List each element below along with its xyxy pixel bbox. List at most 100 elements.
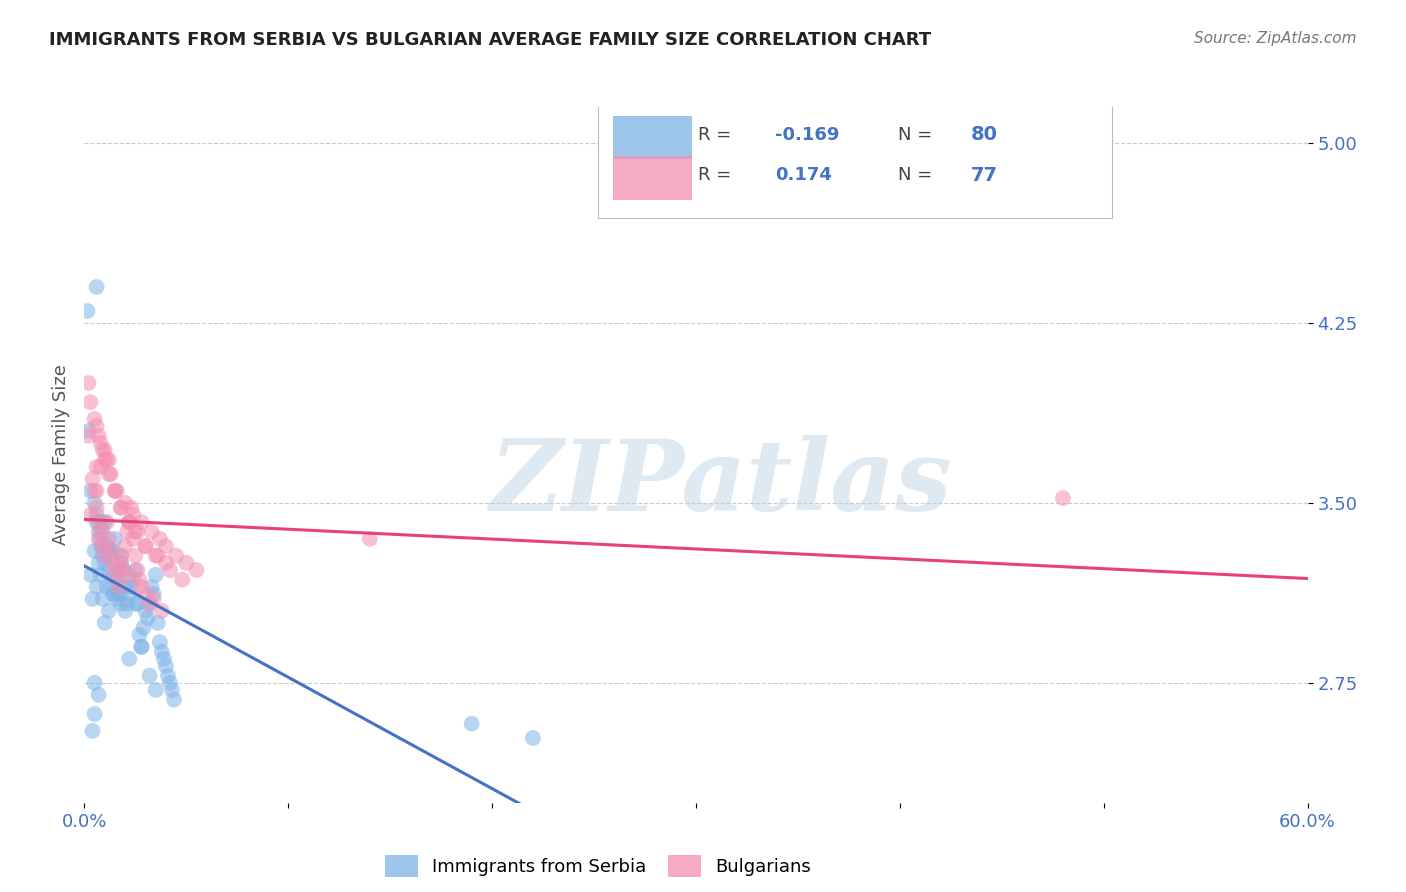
- Point: [172, 573, 194, 587]
- Point: [149, 635, 172, 649]
- Point: [138, 597, 160, 611]
- Point: [97, 532, 120, 546]
- Point: [136, 611, 159, 625]
- Point: [108, 587, 131, 601]
- Point: [120, 500, 142, 515]
- Point: [132, 621, 155, 635]
- Point: [359, 532, 381, 546]
- FancyBboxPatch shape: [598, 103, 1112, 219]
- Point: [83, 706, 105, 721]
- Point: [114, 539, 136, 553]
- Point: [91, 524, 114, 539]
- Text: N =: N =: [898, 166, 938, 185]
- Point: [82, 591, 104, 606]
- Point: [101, 556, 124, 570]
- Point: [96, 580, 118, 594]
- Point: [105, 573, 128, 587]
- Point: [105, 591, 128, 606]
- Y-axis label: Average Family Size: Average Family Size: [52, 365, 70, 545]
- Point: [100, 580, 122, 594]
- Point: [118, 515, 141, 529]
- Point: [77, 424, 100, 438]
- Point: [86, 280, 108, 294]
- Point: [141, 524, 163, 539]
- Point: [100, 467, 122, 482]
- Point: [128, 628, 150, 642]
- Point: [118, 515, 141, 529]
- Point: [77, 376, 100, 390]
- Point: [104, 532, 127, 546]
- Point: [93, 556, 115, 570]
- Point: [100, 549, 122, 563]
- Point: [138, 597, 160, 611]
- Point: [93, 615, 115, 630]
- Point: [118, 587, 141, 601]
- Point: [90, 515, 112, 529]
- Point: [127, 597, 149, 611]
- Point: [105, 573, 128, 587]
- Point: [96, 539, 118, 553]
- Point: [135, 604, 157, 618]
- Point: [86, 508, 108, 522]
- Point: [186, 563, 208, 577]
- Point: [91, 591, 114, 606]
- Point: [115, 597, 138, 611]
- Point: [112, 563, 135, 577]
- Point: [83, 483, 105, 498]
- Point: [90, 459, 112, 474]
- Text: Source: ZipAtlas.com: Source: ZipAtlas.com: [1194, 31, 1357, 46]
- Point: [96, 452, 118, 467]
- Point: [112, 563, 135, 577]
- Point: [97, 452, 120, 467]
- Point: [131, 640, 153, 654]
- Point: [110, 500, 132, 515]
- FancyBboxPatch shape: [613, 156, 692, 200]
- Point: [124, 563, 146, 577]
- Point: [83, 676, 105, 690]
- Point: [155, 556, 177, 570]
- Point: [83, 412, 105, 426]
- Point: [131, 515, 153, 529]
- Point: [93, 515, 115, 529]
- Point: [86, 459, 108, 474]
- Point: [93, 452, 115, 467]
- Point: [87, 515, 110, 529]
- Point: [87, 688, 110, 702]
- Point: [86, 580, 108, 594]
- Point: [87, 532, 110, 546]
- Point: [110, 549, 132, 563]
- Point: [91, 539, 114, 553]
- Point: [159, 676, 181, 690]
- Point: [150, 604, 173, 618]
- Point: [90, 532, 112, 546]
- Point: [83, 544, 105, 558]
- Point: [90, 436, 112, 450]
- Point: [104, 587, 127, 601]
- Text: 0.174: 0.174: [776, 166, 832, 185]
- Point: [79, 508, 101, 522]
- Point: [135, 539, 157, 553]
- Point: [105, 483, 128, 498]
- Point: [122, 508, 145, 522]
- Point: [96, 515, 118, 529]
- Text: 77: 77: [972, 166, 998, 185]
- Point: [97, 544, 120, 558]
- Point: [122, 532, 145, 546]
- Point: [87, 428, 110, 442]
- Point: [150, 645, 173, 659]
- Point: [114, 580, 136, 594]
- Point: [108, 563, 131, 577]
- Point: [114, 496, 136, 510]
- Point: [91, 443, 114, 458]
- Point: [82, 472, 104, 486]
- Point: [118, 652, 141, 666]
- Point: [159, 563, 181, 577]
- Point: [1052, 491, 1074, 505]
- Point: [79, 483, 101, 498]
- Text: N =: N =: [898, 126, 938, 144]
- Point: [97, 604, 120, 618]
- Point: [155, 659, 177, 673]
- Point: [93, 443, 115, 458]
- Point: [101, 544, 124, 558]
- Text: R =: R =: [699, 126, 737, 144]
